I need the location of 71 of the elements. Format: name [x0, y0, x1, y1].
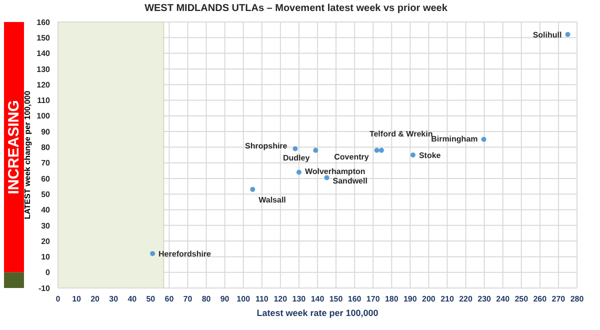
x-tick-label: 280	[570, 294, 584, 304]
annotation: Dudley	[282, 153, 310, 162]
y-tick-label: 130	[36, 64, 51, 74]
x-tick-label: 230	[478, 294, 492, 304]
y-tick-label: 100	[36, 112, 51, 121]
y-tick-label: -10	[38, 284, 51, 293]
point	[374, 148, 380, 153]
point	[296, 170, 302, 175]
y-tick-label: 150	[36, 33, 51, 42]
y-tick-label: 90	[41, 127, 51, 136]
y-tick-label: 0	[46, 268, 51, 278]
y-tick-label: 140	[36, 49, 51, 58]
x-tick-label: 50	[146, 294, 156, 304]
x-tick-label: 240	[496, 294, 510, 304]
x-tick-label: 110	[255, 294, 269, 304]
annotation: Birmingham	[431, 134, 478, 144]
x-tick-label: 200	[422, 294, 436, 304]
y-tick-label: 50	[41, 190, 51, 199]
x-tick-label: 40	[128, 294, 138, 304]
point	[378, 148, 384, 153]
y-tick-label: 110	[37, 96, 51, 106]
x-tick-label: 10	[72, 294, 82, 304]
y-tick-label: 40	[41, 206, 51, 215]
x-tick-label: 140	[310, 294, 325, 304]
x-tick-label: 70	[183, 294, 193, 304]
x-axis-title: Latest week rate per 100,000	[256, 308, 378, 318]
x-tick-label: 90	[220, 294, 230, 304]
point	[250, 186, 256, 192]
x-tick-label: 250	[514, 294, 529, 304]
x-tick-label: 0	[56, 294, 61, 304]
y-tick-label: 20	[41, 236, 51, 246]
point	[481, 136, 486, 142]
annotation: Walsall	[258, 195, 286, 204]
point	[292, 146, 298, 152]
x-tick-label: 100	[236, 294, 251, 304]
y-tick-label: 80	[41, 143, 51, 152]
x-tick-label: 130	[292, 294, 306, 304]
y-tick-label: 70	[41, 158, 51, 168]
x-tick-label: 150	[329, 294, 344, 304]
annotation: Sandwell	[332, 176, 368, 186]
x-tick-label: 220	[459, 294, 474, 304]
annotation: Coventry	[334, 152, 370, 162]
y-axis-title: LATEST week change per 100,000	[22, 90, 32, 220]
x-tick-label: 80	[202, 294, 212, 304]
annotation: Wolverhampton	[304, 167, 366, 176]
annotation: Shropshire	[245, 142, 288, 151]
y-tick-label: 160	[36, 18, 51, 27]
x-tick-label: 120	[274, 294, 288, 304]
point	[313, 148, 318, 153]
x-tick-label: 30	[109, 294, 119, 304]
annotation: Solihull	[532, 30, 562, 40]
y-tick-label: 120	[36, 80, 51, 90]
x-tick-label: 260	[533, 294, 548, 304]
x-tick-label: 270	[552, 294, 566, 304]
x-tick-label: 190	[404, 294, 418, 304]
x-tick-label: 180	[384, 294, 399, 304]
annotation: Stoke	[418, 151, 442, 160]
x-tick-label: 60	[164, 294, 174, 304]
y-tick-label: 60	[41, 174, 51, 184]
point	[150, 251, 156, 256]
point	[565, 32, 570, 38]
y-tick-label: 10	[41, 252, 51, 262]
x-tick-label: 170	[366, 294, 380, 304]
x-tick-label: 160	[348, 294, 362, 304]
annotation: Telford & Wrekin	[369, 129, 433, 138]
x-tick-label: 20	[90, 294, 100, 304]
annotation: Herefordshire	[158, 250, 212, 259]
x-tick-label: 210	[440, 294, 454, 304]
point	[410, 152, 416, 158]
chart-title: WEST MIDLANDS UTLAs – Movement latest week vs prior week	[144, 3, 448, 14]
y-tick-label: 30	[41, 221, 51, 230]
